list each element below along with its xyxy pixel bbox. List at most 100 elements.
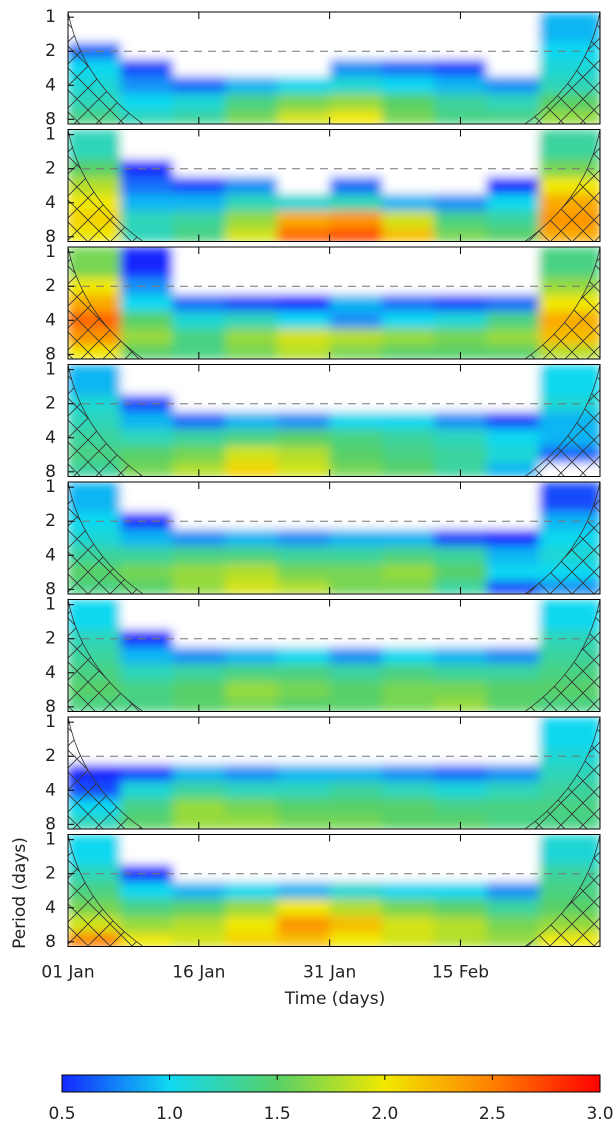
heat-cell	[224, 211, 278, 229]
colorbar-tick-label: 1.5	[264, 1104, 291, 1124]
heat-cell	[277, 76, 331, 95]
cells	[68, 12, 600, 124]
y-tick-label: 8	[45, 697, 56, 717]
heat-cell	[486, 394, 540, 413]
y-tick-label: 2	[45, 41, 56, 61]
heat-cell	[277, 42, 331, 60]
y-tick-label: 8	[45, 932, 56, 952]
heat-cell	[224, 429, 278, 447]
panel-frame	[67, 834, 601, 947]
heat-cell	[224, 482, 278, 513]
heat-cell	[329, 546, 383, 565]
y-tick-label: 4	[45, 780, 56, 800]
heat-cell	[172, 59, 226, 78]
heat-cell	[120, 446, 174, 464]
heat-cell	[329, 446, 383, 464]
heat-cell	[277, 294, 331, 313]
heat-cell	[277, 159, 331, 178]
heat-cell	[329, 563, 383, 582]
heat-cell	[277, 411, 331, 430]
y-tick-label: 1	[45, 125, 56, 145]
heat-cell	[329, 899, 383, 917]
cells	[68, 364, 600, 477]
heat-cell	[277, 781, 331, 800]
heat-cell	[120, 328, 174, 347]
heat-cell	[172, 328, 226, 347]
heat-cell	[434, 664, 488, 682]
heat-cell	[486, 881, 540, 900]
panel-frame	[67, 11, 601, 125]
heat-cell	[329, 345, 383, 359]
heat-cell	[224, 345, 278, 359]
heat-cell	[120, 429, 174, 447]
heat-cell	[538, 247, 600, 278]
heat-cell	[329, 277, 383, 295]
panel	[68, 717, 600, 829]
heat-cell	[329, 698, 383, 712]
heat-cell	[120, 42, 174, 60]
heat-cell	[486, 781, 540, 800]
heat-cell	[120, 411, 174, 430]
heat-cell	[277, 546, 331, 565]
y-tick-label: 1	[45, 477, 56, 497]
heat-cell	[329, 916, 383, 934]
heat-cell	[486, 482, 540, 513]
heat-cell	[277, 482, 331, 513]
y-tick-label: 1	[45, 595, 56, 615]
heat-cell	[486, 916, 540, 934]
heat-cell	[277, 345, 331, 359]
heat-cell	[329, 747, 383, 765]
heat-cell	[277, 12, 331, 43]
y-tick-label: 4	[45, 898, 56, 918]
heat-cell	[120, 764, 174, 783]
heat-cell	[224, 899, 278, 917]
heat-cell	[277, 646, 331, 665]
y-axis-label: Period (days)	[10, 837, 30, 949]
heat-cell	[224, 834, 278, 866]
y-tick-label: 2	[45, 629, 56, 649]
heat-cell	[329, 176, 383, 195]
heat-cell	[120, 176, 174, 195]
heat-cell	[381, 916, 435, 934]
heat-cell	[329, 681, 383, 699]
heat-cell	[329, 864, 383, 883]
y-tick-label: 8	[45, 579, 56, 599]
heat-cell	[224, 815, 278, 829]
heat-cell	[434, 646, 488, 665]
heat-cell	[172, 446, 226, 464]
x-tick-label: 31 Jan	[303, 963, 356, 983]
heat-cell	[381, 764, 435, 783]
heat-cell	[224, 764, 278, 783]
heat-cell	[277, 228, 331, 242]
heat-cell	[486, 228, 540, 242]
cells	[68, 834, 600, 947]
heat-cell	[538, 834, 600, 866]
heat-cell	[381, 798, 435, 817]
heat-cell	[381, 228, 435, 242]
heat-cell	[329, 93, 383, 112]
heat-cell	[120, 364, 174, 396]
heat-cell	[224, 599, 278, 631]
heat-cell	[120, 159, 174, 178]
heat-cell	[381, 110, 435, 124]
heat-cell	[277, 664, 331, 682]
colorbar-tick-label: 3.0	[586, 1104, 613, 1124]
heat-cell	[120, 294, 174, 313]
heat-cell	[434, 411, 488, 430]
heat-cell	[538, 512, 600, 530]
heat-cell	[381, 599, 435, 631]
heat-cell	[329, 798, 383, 817]
panel	[68, 12, 600, 124]
heat-cell	[434, 76, 488, 95]
heat-cell	[486, 12, 540, 43]
heat-cell	[329, 933, 383, 947]
cells	[68, 247, 600, 359]
heat-cell	[277, 798, 331, 817]
heat-cell	[381, 529, 435, 548]
heat-cell	[538, 599, 600, 631]
heat-cell	[277, 599, 331, 631]
heat-cell	[538, 129, 600, 161]
heat-cell	[486, 646, 540, 665]
heat-cell	[68, 599, 121, 631]
colorbar-tick-label: 2.0	[371, 1104, 398, 1124]
